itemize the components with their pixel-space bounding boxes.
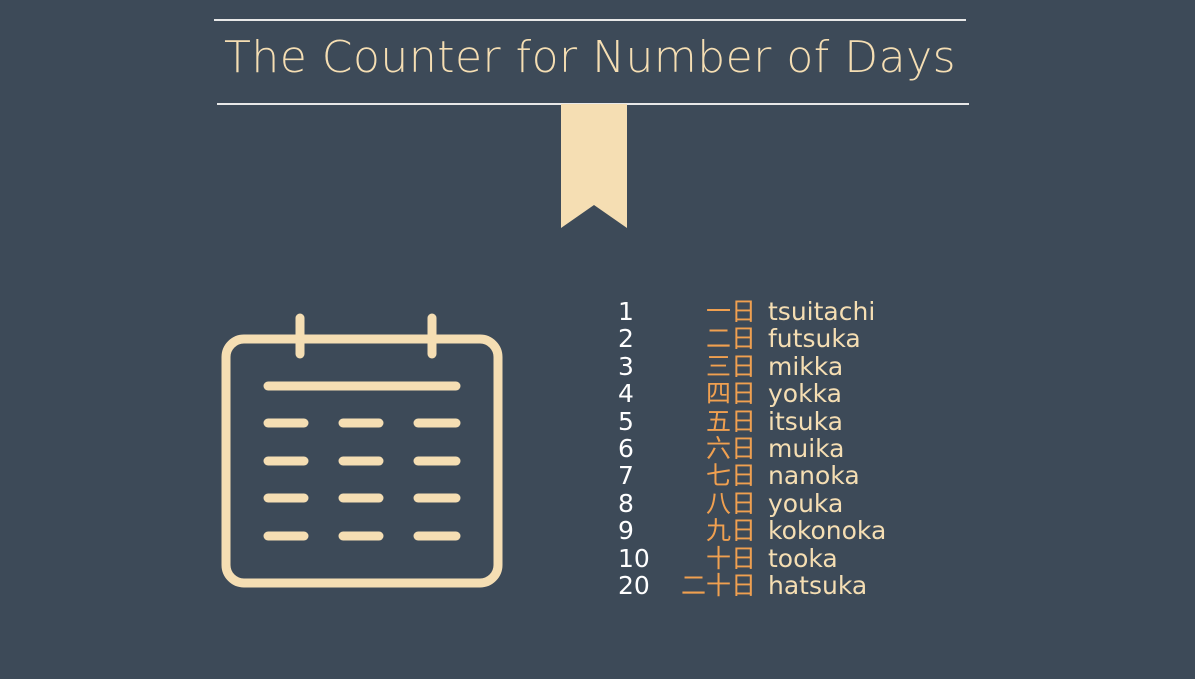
day-reading: mikka xyxy=(768,351,844,381)
day-number: 2 xyxy=(618,324,634,354)
day-number: 5 xyxy=(618,406,634,436)
day-reading: nanoka xyxy=(768,461,860,491)
day-reading: yokka xyxy=(768,379,842,409)
day-kanji: 三日 xyxy=(705,351,756,381)
day-number: 6 xyxy=(618,433,634,463)
day-number: 8 xyxy=(618,488,634,518)
day-number: 7 xyxy=(618,461,634,491)
day-number: 1 xyxy=(618,297,634,326)
day-reading: tsuitachi xyxy=(768,297,876,326)
day-kanji: 七日 xyxy=(705,461,756,491)
day-kanji: 六日 xyxy=(705,433,756,463)
list-item: 1 一日 tsuitachi xyxy=(618,297,886,326)
day-reading: tooka xyxy=(768,543,838,573)
day-number: 9 xyxy=(618,516,634,546)
list-item: 10 十日 tooka xyxy=(618,543,886,573)
bookmark-ribbon-icon xyxy=(561,104,627,228)
day-kanji: 四日 xyxy=(705,379,756,409)
day-kanji: 十日 xyxy=(705,543,756,573)
list-item: 2 二日 futsuka xyxy=(618,324,886,354)
list-item: 20 二十日 hatsuka xyxy=(618,570,886,600)
list-item: 8 八日 youka xyxy=(618,488,886,518)
list-item: 6 六日 muika xyxy=(618,433,886,463)
calendar-icon xyxy=(221,313,503,588)
day-number: 3 xyxy=(618,351,634,381)
day-number: 10 xyxy=(618,543,650,573)
list-item: 4 四日 yokka xyxy=(618,379,886,409)
list-item: 3 三日 mikka xyxy=(618,351,886,381)
day-kanji: 八日 xyxy=(705,488,756,518)
list-item: 7 七日 nanoka xyxy=(618,461,886,491)
day-reading: muika xyxy=(768,433,845,463)
title-top-rule xyxy=(214,19,966,21)
day-reading: kokonoka xyxy=(768,516,887,546)
list-item: 5 五日 itsuka xyxy=(618,406,886,436)
day-kanji: 五日 xyxy=(705,406,756,436)
day-number: 4 xyxy=(618,379,634,409)
list-item: 9 九日 kokonoka xyxy=(618,516,887,546)
day-reading: itsuka xyxy=(768,406,843,436)
day-reading: hatsuka xyxy=(768,570,868,600)
day-reading: youka xyxy=(768,488,844,518)
day-number: 20 xyxy=(618,570,650,600)
day-kanji: 二十日 xyxy=(680,570,756,600)
page-title: The Counter for Number of Days xyxy=(223,32,957,83)
day-counter-list: 1 一日 tsuitachi 2 二日 futsuka 3 三日 mikka 4 四日 yokka 5 五… xyxy=(618,297,887,600)
day-kanji: 二日 xyxy=(705,324,756,354)
day-kanji: 一日 xyxy=(705,297,756,326)
day-reading: futsuka xyxy=(768,324,861,354)
day-kanji: 九日 xyxy=(705,516,756,546)
